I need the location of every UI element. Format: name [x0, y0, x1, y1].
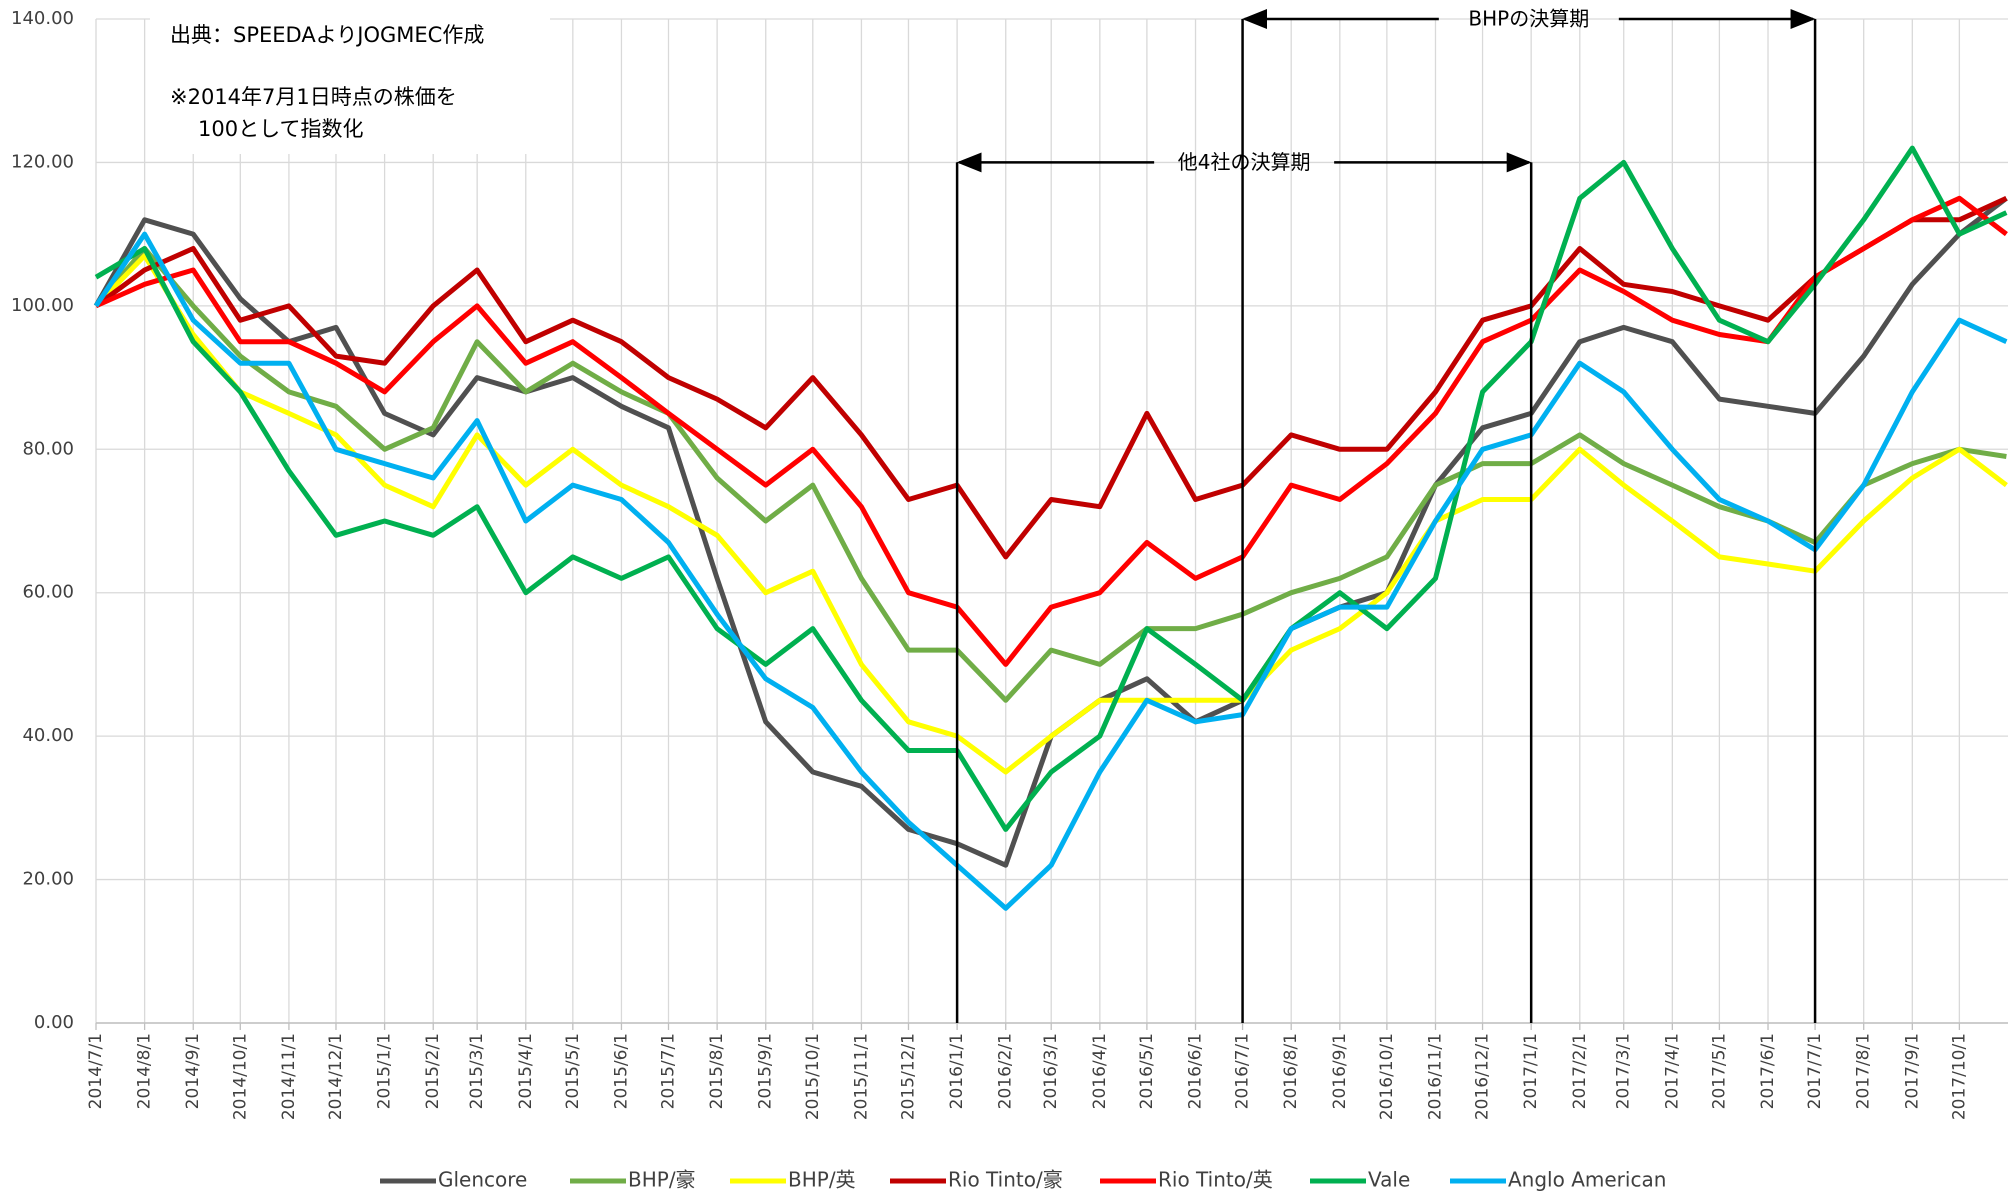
x-tick-label: 2016/5/1 [1137, 1033, 1157, 1109]
x-tick-label: 2015/10/1 [803, 1033, 823, 1120]
x-tick-label: 2016/10/1 [1377, 1033, 1397, 1120]
y-tick-label: 80.00 [22, 438, 74, 459]
x-tick-label: 2015/4/1 [516, 1033, 536, 1109]
note-line: ※2014年7月1日時点の株価を [170, 85, 457, 109]
x-tick-label: 2015/12/1 [898, 1033, 918, 1120]
x-tick-label: 2017/1/1 [1521, 1033, 1541, 1109]
x-tick-label: 2017/4/1 [1662, 1033, 1682, 1109]
x-tick-label: 2014/10/1 [230, 1033, 250, 1120]
x-tick-label: 2014/9/1 [183, 1033, 203, 1109]
legend-label: Glencore [438, 1168, 527, 1192]
x-tick-label: 2015/1/1 [375, 1033, 395, 1109]
y-tick-label: 120.00 [11, 151, 74, 172]
x-tick-label: 2016/9/1 [1330, 1033, 1350, 1109]
x-tick-label: 2017/3/1 [1614, 1033, 1634, 1109]
x-tick-label: 2015/11/1 [851, 1033, 871, 1120]
series-line [94, 145, 2008, 832]
x-tick-label: 2016/1/1 [947, 1033, 967, 1109]
x-tick-label: 2017/10/1 [1949, 1033, 1969, 1120]
x-tick-label: 2016/8/1 [1281, 1033, 1301, 1109]
y-tick-label: 100.00 [11, 295, 74, 316]
x-tick-label: 2017/9/1 [1902, 1033, 1922, 1109]
source-note: 出典：SPEEDAよりJOGMEC作成 [170, 23, 484, 47]
x-tick-label: 2016/12/1 [1473, 1033, 1493, 1120]
y-tick-label: 40.00 [22, 725, 74, 746]
x-tick-label: 2015/5/1 [563, 1033, 583, 1109]
note-box [150, 14, 550, 154]
legend-label: Anglo American [1508, 1168, 1666, 1192]
x-tick-label: 2015/9/1 [756, 1033, 776, 1109]
x-tick-label: 2016/6/1 [1186, 1033, 1206, 1109]
x-tick-label: 2015/3/1 [467, 1033, 487, 1109]
y-tick-label: 20.00 [22, 869, 74, 890]
note-line: 100として指数化 [198, 117, 363, 141]
x-tick-label: 2016/2/1 [996, 1033, 1016, 1109]
legend-label: Rio Tinto/豪 [948, 1168, 1063, 1192]
series-line [94, 196, 2008, 560]
y-tick-label: 140.00 [11, 8, 74, 29]
x-tick-label: 2016/4/1 [1090, 1033, 1110, 1109]
period-label: BHPの決算期 [1468, 7, 1589, 31]
legend-label: Vale [1368, 1168, 1410, 1192]
legend-label: BHP/豪 [628, 1168, 696, 1192]
series-line [94, 253, 2008, 775]
series-line [93, 231, 2008, 911]
x-tick-label: 2016/11/1 [1425, 1033, 1445, 1120]
x-tick-label: 2015/2/1 [423, 1033, 443, 1109]
x-tick-label: 2017/2/1 [1570, 1033, 1590, 1109]
series-line [94, 195, 2008, 667]
y-tick-label: 60.00 [22, 582, 74, 603]
y-tick-label: 0.00 [34, 1012, 74, 1033]
legend-label: BHP/英 [788, 1168, 856, 1192]
x-tick-label: 2016/3/1 [1041, 1033, 1061, 1109]
x-tick-label: 2017/6/1 [1758, 1033, 1778, 1109]
legend-label: Rio Tinto/英 [1158, 1168, 1273, 1192]
x-tick-label: 2014/7/1 [86, 1033, 106, 1109]
x-tick-label: 2017/8/1 [1854, 1033, 1874, 1109]
x-tick-label: 2015/7/1 [659, 1033, 679, 1109]
period-label: 他4社の決算期 [1178, 150, 1311, 174]
x-tick-label: 2014/11/1 [279, 1033, 299, 1120]
x-tick-label: 2015/8/1 [707, 1033, 727, 1109]
x-tick-label: 2014/12/1 [326, 1033, 346, 1120]
x-tick-label: 2017/7/1 [1805, 1033, 1825, 1109]
x-tick-label: 2014/8/1 [135, 1033, 155, 1109]
x-tick-label: 2017/5/1 [1709, 1033, 1729, 1109]
series-line [94, 246, 2007, 703]
x-tick-label: 2015/6/1 [611, 1033, 631, 1109]
x-tick-label: 2016/7/1 [1233, 1033, 1253, 1109]
